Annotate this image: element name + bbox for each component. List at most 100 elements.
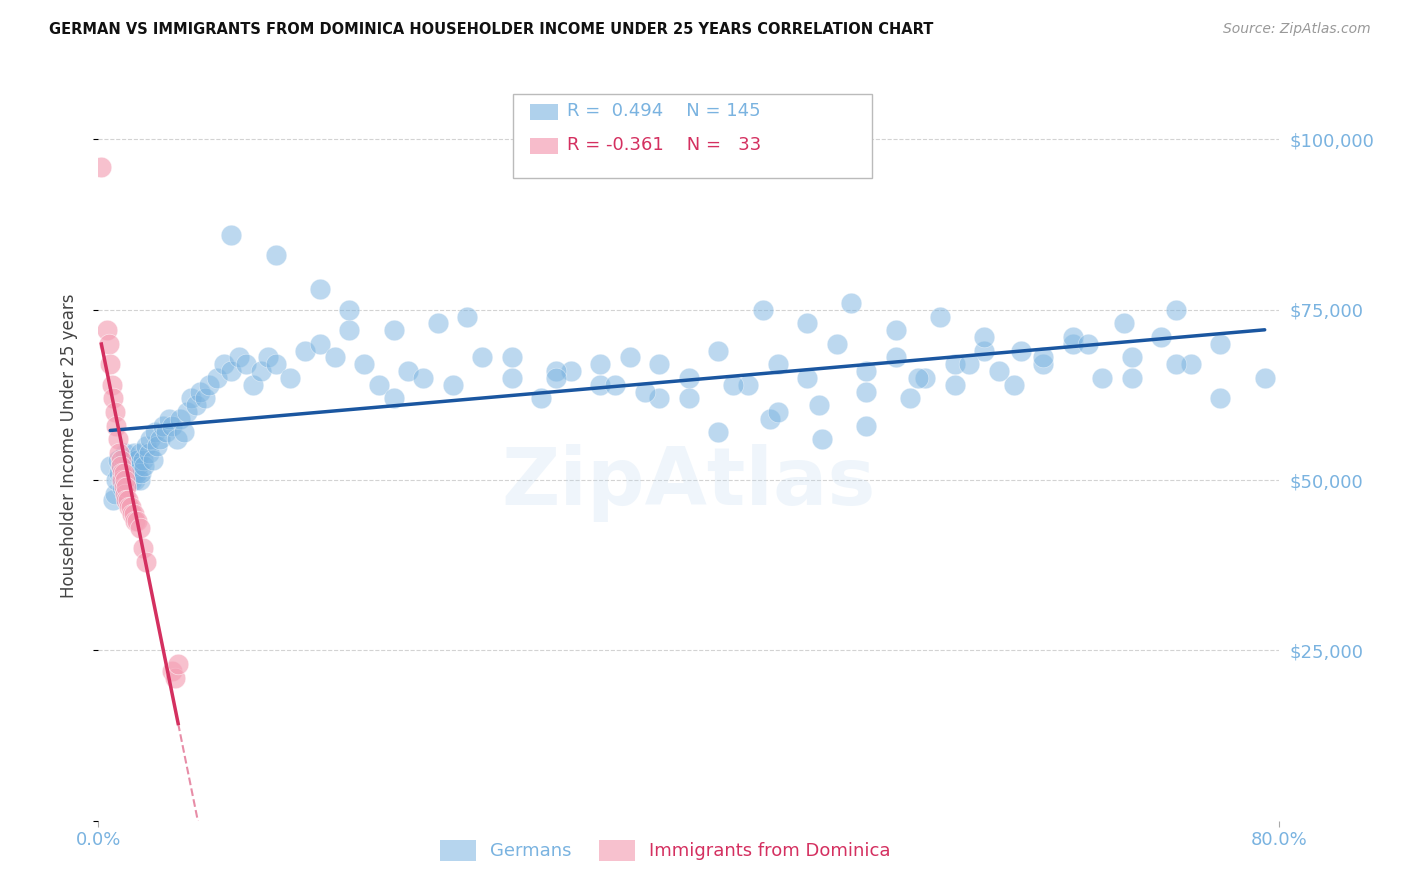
Point: [264, 357, 287, 371]
Point: [149, 432, 172, 446]
Point: [221, 227, 243, 242]
Point: [120, 467, 142, 481]
Point: [110, 473, 132, 487]
Point: [124, 473, 146, 487]
Point: [250, 364, 273, 378]
Point: [257, 351, 280, 365]
Point: [441, 377, 464, 392]
Point: [111, 473, 134, 487]
Point: [108, 446, 131, 460]
Point: [97, 336, 120, 351]
Point: [162, 664, 183, 678]
Point: [112, 452, 135, 467]
Point: [176, 405, 198, 419]
Point: [766, 405, 789, 419]
Point: [115, 480, 138, 494]
Point: [929, 310, 952, 324]
Point: [678, 371, 700, 385]
Point: [841, 296, 863, 310]
Point: [167, 657, 190, 671]
Point: [127, 459, 149, 474]
Point: [112, 467, 135, 481]
Point: [124, 459, 146, 474]
Point: [648, 392, 671, 406]
Point: [914, 371, 936, 385]
Point: [1180, 357, 1202, 371]
Point: [117, 493, 139, 508]
Point: [1166, 357, 1188, 371]
Point: [112, 459, 135, 474]
Point: [194, 392, 217, 406]
Text: R = -0.361    N =   33: R = -0.361 N = 33: [567, 136, 761, 154]
Point: [128, 446, 150, 460]
Point: [546, 371, 568, 385]
Point: [96, 323, 118, 337]
Point: [235, 357, 257, 371]
Point: [120, 452, 142, 467]
Point: [1150, 330, 1173, 344]
Point: [501, 351, 523, 365]
Point: [114, 473, 136, 487]
Point: [796, 371, 818, 385]
Point: [125, 452, 148, 467]
Text: GERMAN VS IMMIGRANTS FROM DOMINICA HOUSEHOLDER INCOME UNDER 25 YEARS CORRELATION: GERMAN VS IMMIGRANTS FROM DOMINICA HOUSE…: [49, 22, 934, 37]
Point: [959, 357, 981, 371]
Point: [398, 364, 420, 378]
Point: [115, 473, 138, 487]
Point: [110, 452, 132, 467]
Point: [382, 323, 405, 337]
Point: [648, 357, 671, 371]
Point: [103, 493, 125, 508]
Point: [155, 425, 177, 440]
Point: [122, 507, 145, 521]
Point: [907, 371, 929, 385]
Legend: Germans, Immigrants from Dominica: Germans, Immigrants from Dominica: [433, 832, 898, 868]
Point: [188, 384, 211, 399]
Point: [264, 248, 287, 262]
Point: [128, 521, 150, 535]
Text: ZipAtlas: ZipAtlas: [502, 444, 876, 523]
Point: [884, 323, 907, 337]
Point: [114, 467, 136, 481]
Point: [1077, 336, 1099, 351]
Point: [117, 452, 139, 467]
Point: [309, 336, 332, 351]
Point: [752, 302, 775, 317]
Point: [135, 555, 157, 569]
Point: [884, 351, 907, 365]
Point: [810, 432, 832, 446]
Point: [112, 480, 135, 494]
Point: [619, 351, 641, 365]
Point: [943, 357, 966, 371]
Point: [589, 357, 612, 371]
Point: [242, 377, 264, 392]
Point: [120, 500, 142, 515]
Point: [855, 384, 877, 399]
Point: [855, 418, 877, 433]
Point: [98, 459, 121, 474]
Y-axis label: Householder Income Under 25 years: Householder Income Under 25 years: [59, 293, 77, 599]
Point: [678, 392, 700, 406]
Point: [560, 364, 582, 378]
Point: [973, 343, 995, 358]
Point: [108, 467, 131, 481]
Point: [107, 432, 129, 446]
Point: [205, 371, 228, 385]
Point: [138, 446, 160, 460]
Point: [280, 371, 302, 385]
Point: [132, 541, 155, 556]
Point: [1166, 302, 1188, 317]
Point: [98, 357, 121, 371]
Point: [103, 392, 125, 406]
Point: [111, 480, 134, 494]
Point: [111, 467, 134, 481]
Point: [165, 671, 187, 685]
Point: [134, 459, 156, 474]
Point: [180, 392, 202, 406]
Point: [807, 398, 830, 412]
Point: [707, 343, 730, 358]
Point: [723, 377, 745, 392]
Point: [110, 459, 132, 474]
Point: [105, 473, 128, 487]
Point: [115, 459, 138, 474]
